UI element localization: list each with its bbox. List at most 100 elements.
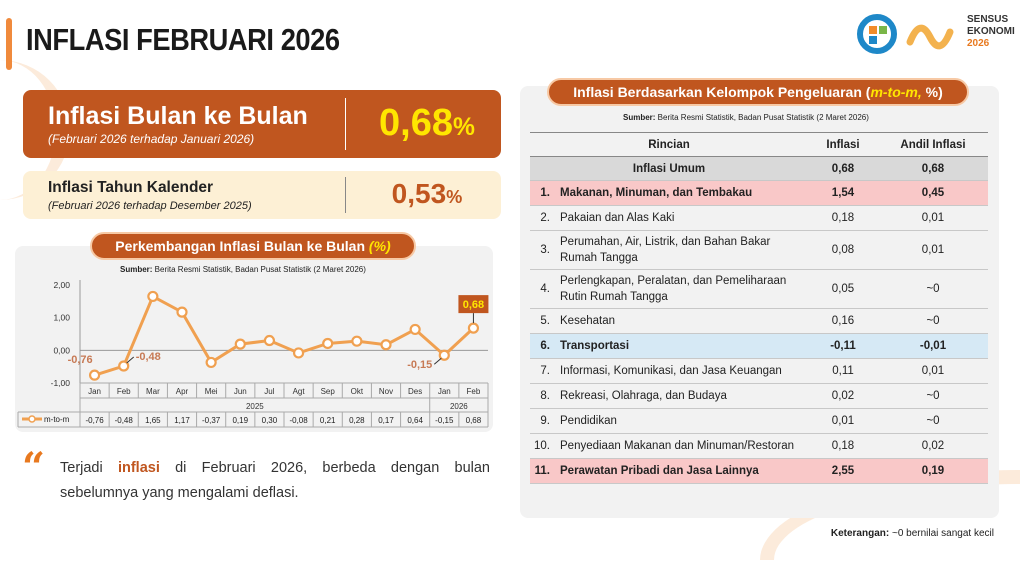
row-number: 2. [530,205,556,231]
quote-post: di Februari 2026, berbeda dengan bulan s… [60,460,490,501]
data-table-value: 0,64 [407,416,423,425]
card-label: Inflasi Bulan ke Bulan [48,102,308,130]
note-label: Keterangan: [830,528,890,539]
table-row: 3. Perumahan, Air, Listrik, dan Bahan Bak… [530,230,988,270]
chart-title-text: Perkembangan Inflasi Bulan ke Bulan [115,238,366,254]
source-text: Berita Resmi Statistik, Badan Pusat Stat… [152,265,366,274]
table-title-em: m-to-m, [870,84,922,100]
y-tick-label: 2,00 [53,280,70,290]
row-number: 10. [530,433,556,459]
logo-text: SENSUS [967,14,1009,25]
row-inflasi: 0,18 [808,205,878,231]
data-point [438,349,450,361]
row-inflasi: 0,11 [808,358,878,384]
row-label: Rekreasi, Olahraga, dan Budaya [556,383,808,409]
chart-title: Perkembangan Inflasi Bulan ke Bulan (%) [90,232,416,260]
x-tick-label: Sep [321,387,336,396]
sensus-ekonomi-logo: SENSUS EKONOMI 2026 [855,12,1015,56]
row-inflasi: 0,16 [808,308,878,334]
x-tick-label: Feb [467,387,481,396]
data-label: -0,48 [136,351,161,363]
x-tick-label: Jan [88,387,101,396]
row-label: Penyediaan Makanan dan Minuman/Restoran [556,433,808,459]
row-inflasi: 2,55 [808,458,878,484]
table-row: 8. Rekreasi, Olahraga, dan Budaya 0,02 ~0 [530,383,988,409]
row-label: Transportasi [556,333,808,359]
table-row: 11. Perawatan Pribadi dan Jasa Lainnya 2,5… [530,458,988,484]
column-header: Inflasi [808,132,878,157]
table-row: 10. Penyediaan Makanan dan Minuman/Restor… [530,433,988,459]
x-tick-label: Agt [293,387,306,396]
x-tick-label: Apr [176,387,189,396]
value: 0,53 [391,178,447,209]
chart-title-unit: (%) [368,238,391,254]
row-inflasi: 0,08 [808,230,878,270]
row-label: Pendidikan [556,408,808,434]
row-number: 3. [530,230,556,270]
data-point [205,356,217,369]
data-table-value: 0,19 [232,416,248,425]
row-inflasi: 0,05 [808,269,878,309]
row-andil: ~0 [878,383,988,409]
row-inflasi: -0,11 [808,333,878,359]
data-point [118,360,130,372]
x-tick-label: Des [408,387,422,396]
table-title-end: %) [921,84,943,100]
row-inflasi: 0,02 [808,383,878,409]
data-point [234,338,246,350]
row-andil: 0,01 [878,230,988,270]
leader-line [126,356,135,364]
data-table-value: -0,08 [289,416,308,425]
data-point [467,322,480,334]
unit: % [453,114,475,141]
table-source: Sumber: Berita Resmi Statistik, Badan Pu… [623,113,869,122]
chart-panel [15,246,493,432]
data-point [380,339,392,351]
table-row: 7. Informasi, Komunikasi, dan Jasa Keuang… [530,358,988,384]
row-label: Kesehatan [556,308,808,334]
source-text: Berita Resmi Statistik, Badan Pusat Stat… [655,113,869,122]
y-tick-label: 0,00 [53,345,70,355]
row-andil: 0,45 [878,180,988,206]
logo-text: 2026 [967,38,990,49]
table-row: 1. Makanan, Minuman, dan Tembakau 1,54 0,45 [530,180,988,206]
latest-value-label: 0,68 [463,299,484,311]
row-label: Perawatan Pribadi dan Jasa Lainnya [556,458,808,484]
row-inflasi: 0,68 [808,156,878,181]
logo-mark-icon [857,14,954,54]
row-andil: 0,01 [878,205,988,231]
data-point [322,337,334,350]
value: 0,68 [379,102,453,144]
data-table-value: -0,76 [85,416,104,425]
unit: % [446,187,463,207]
row-number: 5. [530,308,556,334]
expenditure-group-table: Rincian Inflasi Andil Inflasi Inflasi Um… [530,132,988,484]
table-title: Inflasi Berdasarkan Kelompok Pengeluaran… [547,78,969,106]
data-table-value: 0,30 [262,416,278,425]
data-table-value: 0,68 [466,416,482,425]
data-point [292,347,305,359]
card-value: 0,68% [353,102,501,145]
table-row: 9. Pendidikan 0,01 ~0 [530,408,988,434]
quote-icon: “ [22,444,46,491]
chart-source: Sumber: Berita Resmi Statistik, Badan Pu… [120,265,366,274]
mtm-inflation-card: Inflasi Bulan ke Bulan (Februari 2026 te… [23,90,501,158]
legend-label: m-to-m [44,415,70,424]
x-tick-label: Mar [146,387,160,396]
data-table-value: -0,37 [202,416,221,425]
data-table-value: 0,21 [320,416,336,425]
row-andil: 0,68 [878,156,988,181]
column-header: Andil Inflasi [878,132,988,157]
quote-highlight: inflasi [117,460,160,476]
row-inflasi: 0,01 [808,408,878,434]
data-point [147,290,159,303]
legend-marker [28,415,36,423]
data-point [88,369,101,381]
y-tick-label: -1,00 [51,378,71,388]
table-row: 6. Transportasi -0,11 -0,01 [530,333,988,359]
data-table-value: 1,17 [174,416,190,425]
row-inflasi: 1,54 [808,180,878,206]
row-andil: ~0 [878,308,988,334]
row-label: Inflasi Umum [530,156,808,181]
data-label: -0,15 [407,359,432,371]
